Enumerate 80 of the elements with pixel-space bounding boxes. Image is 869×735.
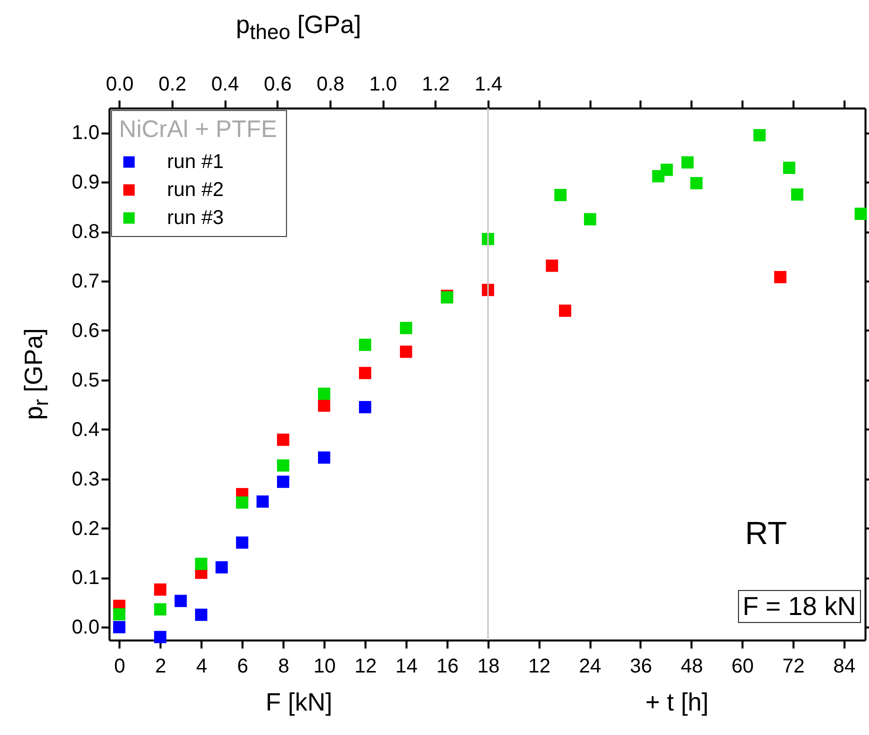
point [113, 621, 126, 634]
x-tick-label: 12 [354, 656, 377, 678]
legend-label: run #2 [167, 179, 224, 201]
point [195, 608, 208, 621]
point [318, 400, 330, 412]
x-tick-label: 8 [278, 656, 290, 678]
point [318, 388, 330, 400]
x-tick-label: 4 [196, 656, 208, 678]
y-tick-label: 0.4 [72, 418, 100, 441]
point [753, 129, 766, 142]
x-tick-label: 18 [477, 656, 500, 678]
point [791, 188, 804, 201]
y-tick-label: 0.9 [72, 172, 100, 194]
point [277, 476, 290, 488]
x2-tick-label: 0.2 [158, 74, 186, 96]
legend-title: NiCrAl + PTFE [119, 116, 278, 143]
x-tick-label: 10 [313, 656, 336, 678]
point [690, 177, 703, 190]
x-tick-label: 84 [833, 656, 856, 678]
x2-tick-label: 0.8 [316, 74, 344, 96]
x2-tick-label: 1.2 [422, 74, 450, 96]
y-tick-label: 0.3 [72, 468, 100, 490]
legend-label: run #1 [167, 151, 224, 173]
y-tick-label: 0.1 [72, 567, 100, 590]
point [681, 156, 694, 169]
legend-label: run #3 [167, 207, 224, 229]
x2-tick-label: 1.4 [474, 74, 502, 96]
x-tick-label: 0 [114, 656, 126, 678]
y-tick-label: 0.2 [72, 518, 100, 540]
point [216, 561, 228, 574]
annotation: RT [745, 515, 788, 552]
point [318, 451, 330, 464]
x-tick-label: 36 [630, 656, 652, 678]
x-tick-label: 14 [395, 656, 418, 678]
x-tick-label: 6 [237, 656, 248, 678]
x2-tick-label: 0.0 [106, 74, 134, 96]
point [783, 162, 796, 174]
point [546, 260, 558, 272]
point [358, 401, 372, 414]
point [358, 338, 372, 351]
x-tick-label: 60 [732, 656, 754, 678]
point [277, 434, 290, 446]
point [154, 603, 166, 616]
point [195, 558, 208, 570]
x-tick-label: 2 [155, 656, 166, 678]
point [113, 608, 126, 620]
x2-tick-label: 0.6 [264, 74, 292, 96]
point [154, 630, 166, 644]
point [854, 208, 867, 220]
point [400, 322, 412, 334]
point [236, 536, 248, 549]
point [554, 188, 567, 202]
y-tick-label: 0.6 [72, 320, 100, 342]
y-tick-label: 0.0 [72, 616, 100, 639]
point [774, 270, 786, 284]
y-tick-label: 0.7 [72, 270, 100, 293]
point [256, 495, 269, 508]
x-tick-label: 24 [579, 656, 602, 678]
x2-tick-label: 1.0 [369, 74, 398, 96]
x2-axis-title: p$_{theo}$ [GPa] [236, 11, 362, 45]
point [236, 496, 248, 509]
point [558, 304, 572, 317]
point [584, 213, 596, 226]
x-axis-title: F [kN] [266, 688, 332, 716]
x-tick-label: 16 [436, 656, 459, 678]
y-tick-label: 1.0 [72, 122, 100, 144]
point [660, 164, 673, 176]
y-tick-label: 0.8 [72, 221, 100, 244]
annotation: F = 18 kN [738, 590, 861, 623]
point [277, 459, 290, 472]
point [400, 346, 412, 358]
x-tick-label: 12 [528, 656, 550, 678]
point [174, 594, 187, 608]
x-tick-label: 48 [680, 656, 703, 678]
x2-tick-label: 0.4 [211, 74, 240, 96]
x-tick-label: 72 [782, 656, 805, 678]
point [358, 366, 372, 380]
y-tick-label: 0.5 [72, 369, 100, 392]
point [154, 583, 166, 596]
x-axis-title: + t [h] [645, 688, 709, 716]
